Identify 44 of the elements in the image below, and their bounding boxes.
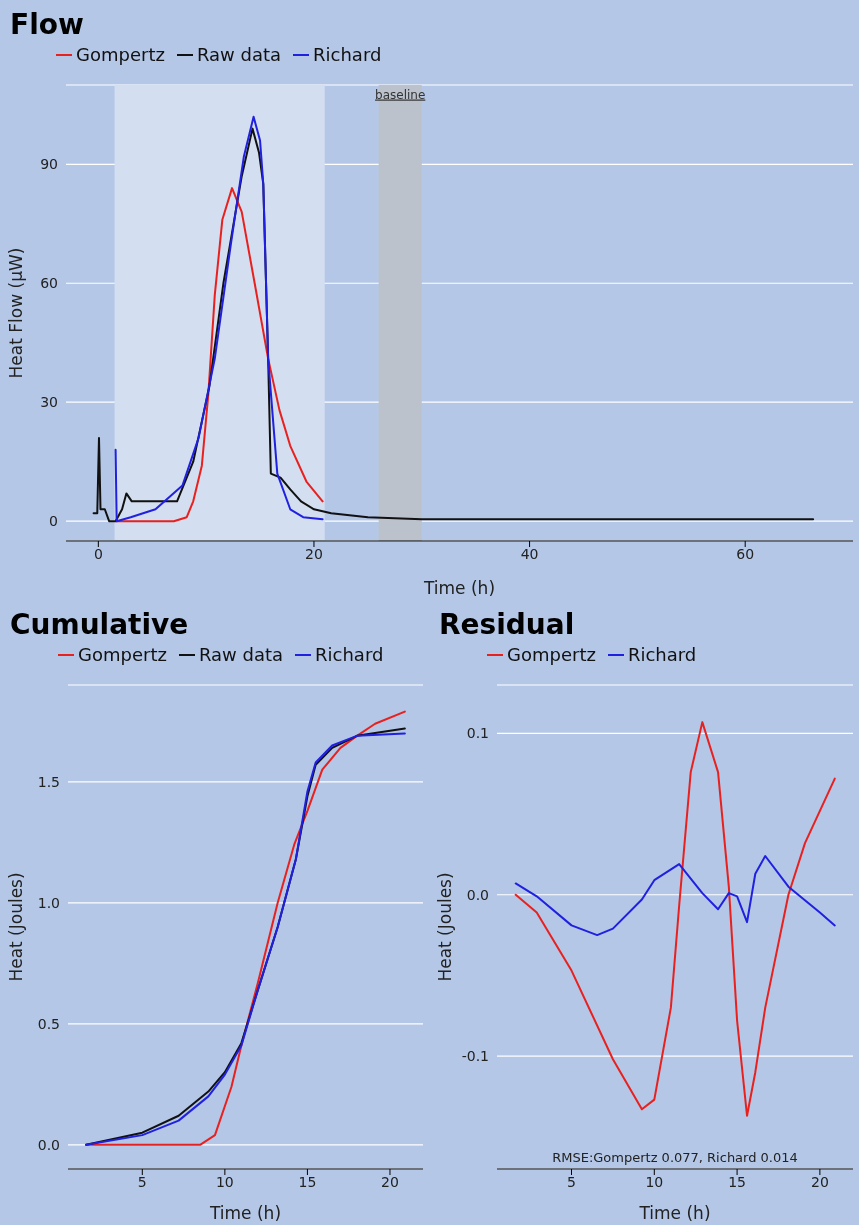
legend-label: Raw data	[198, 644, 284, 665]
x-tick-label: 60	[736, 545, 755, 562]
line-series	[514, 721, 836, 1117]
y-axis-title: Heat Flow (µW)	[6, 247, 27, 379]
y-tick-label: -0.1	[461, 1048, 489, 1065]
y-tick-label: 0.1	[466, 725, 489, 742]
x-tick-label: 5	[137, 1173, 147, 1190]
x-tick-label: 10	[215, 1173, 234, 1190]
y-axis-title: Heat (Joules)	[435, 872, 456, 982]
chart-title: Cumulative	[10, 608, 189, 641]
x-tick-label: 15	[298, 1173, 317, 1190]
y-tick-label: 1.0	[37, 894, 60, 911]
y-tick-label: 30	[40, 394, 58, 411]
line-series	[514, 855, 836, 937]
legend-label: Richard	[627, 644, 697, 665]
y-tick-label: 0	[49, 513, 58, 530]
legend-label: Richard	[313, 44, 382, 65]
x-tick-label: 20	[305, 545, 323, 562]
x-tick-label: 10	[645, 1173, 664, 1190]
x-tick-label: 15	[728, 1173, 747, 1190]
legend-label: Raw data	[196, 44, 282, 65]
chart-title: Flow	[10, 8, 84, 41]
band-label: baseline	[375, 87, 426, 102]
y-tick-label: 90	[40, 156, 58, 173]
legend-label: Gompertz	[76, 44, 165, 65]
y-tick-label: 0.0	[466, 886, 489, 903]
x-tick-label: 5	[567, 1173, 576, 1190]
x-tick-label: 40	[520, 545, 539, 562]
annotation: RMSE:Gompertz 0.077, Richard 0.014	[551, 1150, 799, 1165]
y-tick-label: 0.0	[37, 1136, 60, 1153]
x-axis-title: Time (h)	[638, 1203, 711, 1223]
x-axis-title: Time (h)	[422, 578, 496, 598]
y-axis-title: Heat (Joules)	[6, 872, 27, 982]
legend-label: Gompertz	[507, 644, 596, 665]
y-tick-label: 1.5	[37, 773, 60, 790]
x-tick-label: 20	[810, 1173, 829, 1190]
legend-label: Richard	[315, 644, 384, 665]
x-tick-label: 0	[93, 545, 103, 562]
y-tick-label: 60	[40, 275, 58, 292]
x-axis-title: Time (h)	[208, 1203, 282, 1223]
chart-title: Residual	[439, 608, 575, 641]
legend-label: Gompertz	[78, 644, 167, 665]
x-tick-label: 20	[381, 1173, 399, 1190]
y-tick-label: 0.5	[37, 1015, 60, 1032]
